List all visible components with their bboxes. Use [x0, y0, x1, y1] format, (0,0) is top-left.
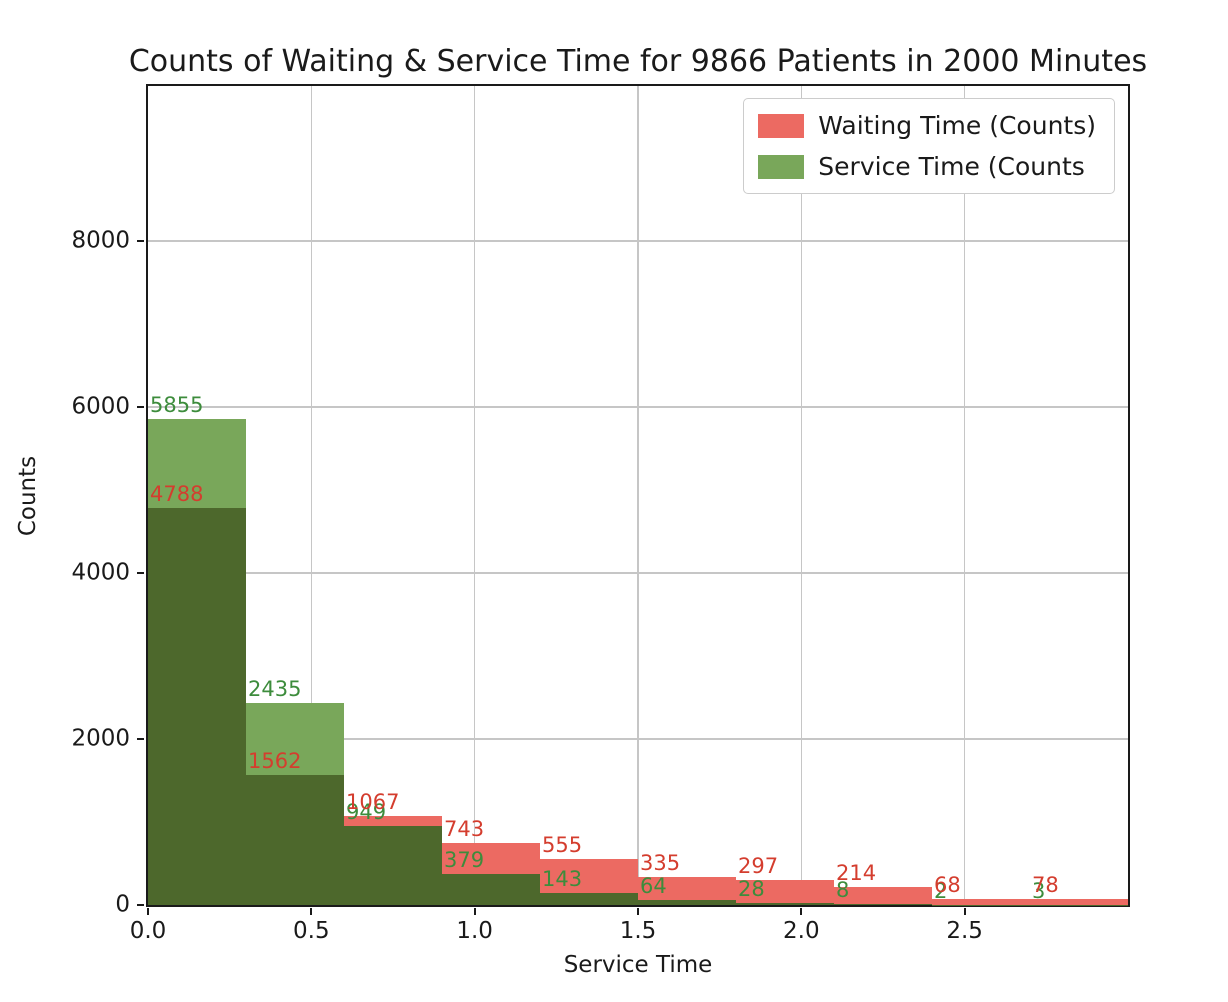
histogram-bar-waiting [932, 899, 1030, 905]
bar-value-label-waiting: 78 [1032, 872, 1059, 897]
legend-row: Service Time (Counts [758, 152, 1096, 181]
x-gridline [800, 86, 803, 905]
x-tick-label: 2.5 [946, 918, 983, 944]
chart-title: Counts of Waiting & Service Time for 986… [128, 44, 1148, 79]
x-tick-label: 2.0 [783, 918, 820, 944]
plot-area: Waiting Time (Counts) Service Time (Count… [146, 84, 1130, 907]
bar-value-label-waiting: 335 [640, 851, 681, 876]
legend-patch-waiting [758, 113, 805, 138]
x-tick-label: 1.0 [456, 918, 493, 944]
bar-value-label-service: 949 [346, 800, 387, 825]
y-tick-label: 2000 [71, 725, 130, 752]
histogram-bar-waiting [540, 858, 638, 894]
bar-value-label-waiting: 4788 [150, 481, 204, 506]
y-axis-label: Counts [15, 455, 41, 537]
y-gridline [148, 406, 1128, 408]
histogram-bar-overlap [246, 775, 344, 905]
y-tick-label: 8000 [71, 227, 130, 254]
legend-row: Waiting Time (Counts) [758, 111, 1096, 140]
y-tick-mark [137, 737, 144, 740]
x-tick-mark [473, 908, 476, 915]
histogram-bar-service [148, 418, 246, 508]
histogram-bar-waiting [442, 843, 540, 874]
x-tick-label: 0.5 [293, 918, 330, 944]
bar-value-label-waiting: 1562 [248, 749, 302, 774]
bar-value-label-service: 64 [640, 873, 667, 898]
y-tick-label: 4000 [71, 559, 130, 586]
x-tick-mark [800, 908, 803, 915]
y-tick-label: 6000 [71, 393, 130, 420]
bar-value-label-service: 5855 [150, 392, 204, 417]
y-gridline [148, 572, 1128, 574]
legend-patch-service [758, 154, 805, 179]
histogram-bar-waiting [1030, 898, 1128, 905]
legend: Waiting Time (Counts) Service Time (Count… [743, 98, 1115, 194]
y-tick-mark [137, 239, 144, 242]
x-axis-label: Service Time [563, 952, 713, 978]
bar-value-label-service: 379 [444, 847, 485, 872]
bar-value-label-service: 8 [836, 878, 850, 903]
histogram-bar-overlap [638, 899, 736, 905]
x-gridline [963, 86, 966, 905]
x-gridline [637, 86, 639, 905]
x-tick-mark [147, 908, 149, 915]
histogram-bar-overlap [540, 893, 638, 905]
bar-value-label-waiting: 743 [444, 817, 485, 842]
y-gridline [148, 738, 1128, 740]
legend-label-service: Service Time (Counts [818, 152, 1085, 181]
histogram-bar-service [246, 702, 344, 776]
legend-label-waiting: Waiting Time (Counts) [818, 111, 1096, 140]
x-tick-mark [963, 908, 966, 915]
bar-value-label-service: 3 [1032, 878, 1046, 903]
histogram-bar-overlap [834, 904, 932, 905]
x-gridline [473, 86, 476, 905]
y-tick-mark [137, 571, 144, 574]
bar-value-label-waiting: 1067 [346, 790, 400, 815]
y-gridline [148, 240, 1128, 242]
histogram-bar-waiting [638, 877, 736, 900]
histogram-bar-waiting [834, 887, 932, 905]
x-tick-mark [310, 908, 313, 915]
bar-value-label-service: 2435 [248, 676, 302, 701]
bar-value-label-service: 28 [738, 876, 765, 901]
x-tick-label: 1.5 [619, 918, 657, 944]
bar-value-label-service: 143 [542, 867, 583, 892]
bar-value-label-waiting: 297 [738, 854, 779, 879]
histogram-bar-overlap [736, 902, 834, 905]
x-tick-label: 0.0 [129, 918, 167, 944]
histogram-bar-overlap [344, 826, 442, 905]
histogram-bar-waiting [736, 880, 834, 903]
bar-value-label-service: 2 [934, 878, 948, 903]
x-gridline [310, 86, 313, 905]
bar-value-label-waiting: 214 [836, 861, 877, 886]
y-tick-label: 0 [115, 891, 130, 918]
histogram-bar-waiting [344, 816, 442, 827]
y-tick-mark [137, 405, 144, 408]
histogram-bar-overlap [442, 873, 540, 905]
bar-value-label-waiting: 555 [542, 832, 583, 857]
bar-value-label-waiting: 68 [934, 873, 961, 898]
histogram-bar-overlap [148, 507, 246, 905]
y-tick-mark [137, 904, 144, 906]
x-tick-mark [637, 908, 639, 915]
